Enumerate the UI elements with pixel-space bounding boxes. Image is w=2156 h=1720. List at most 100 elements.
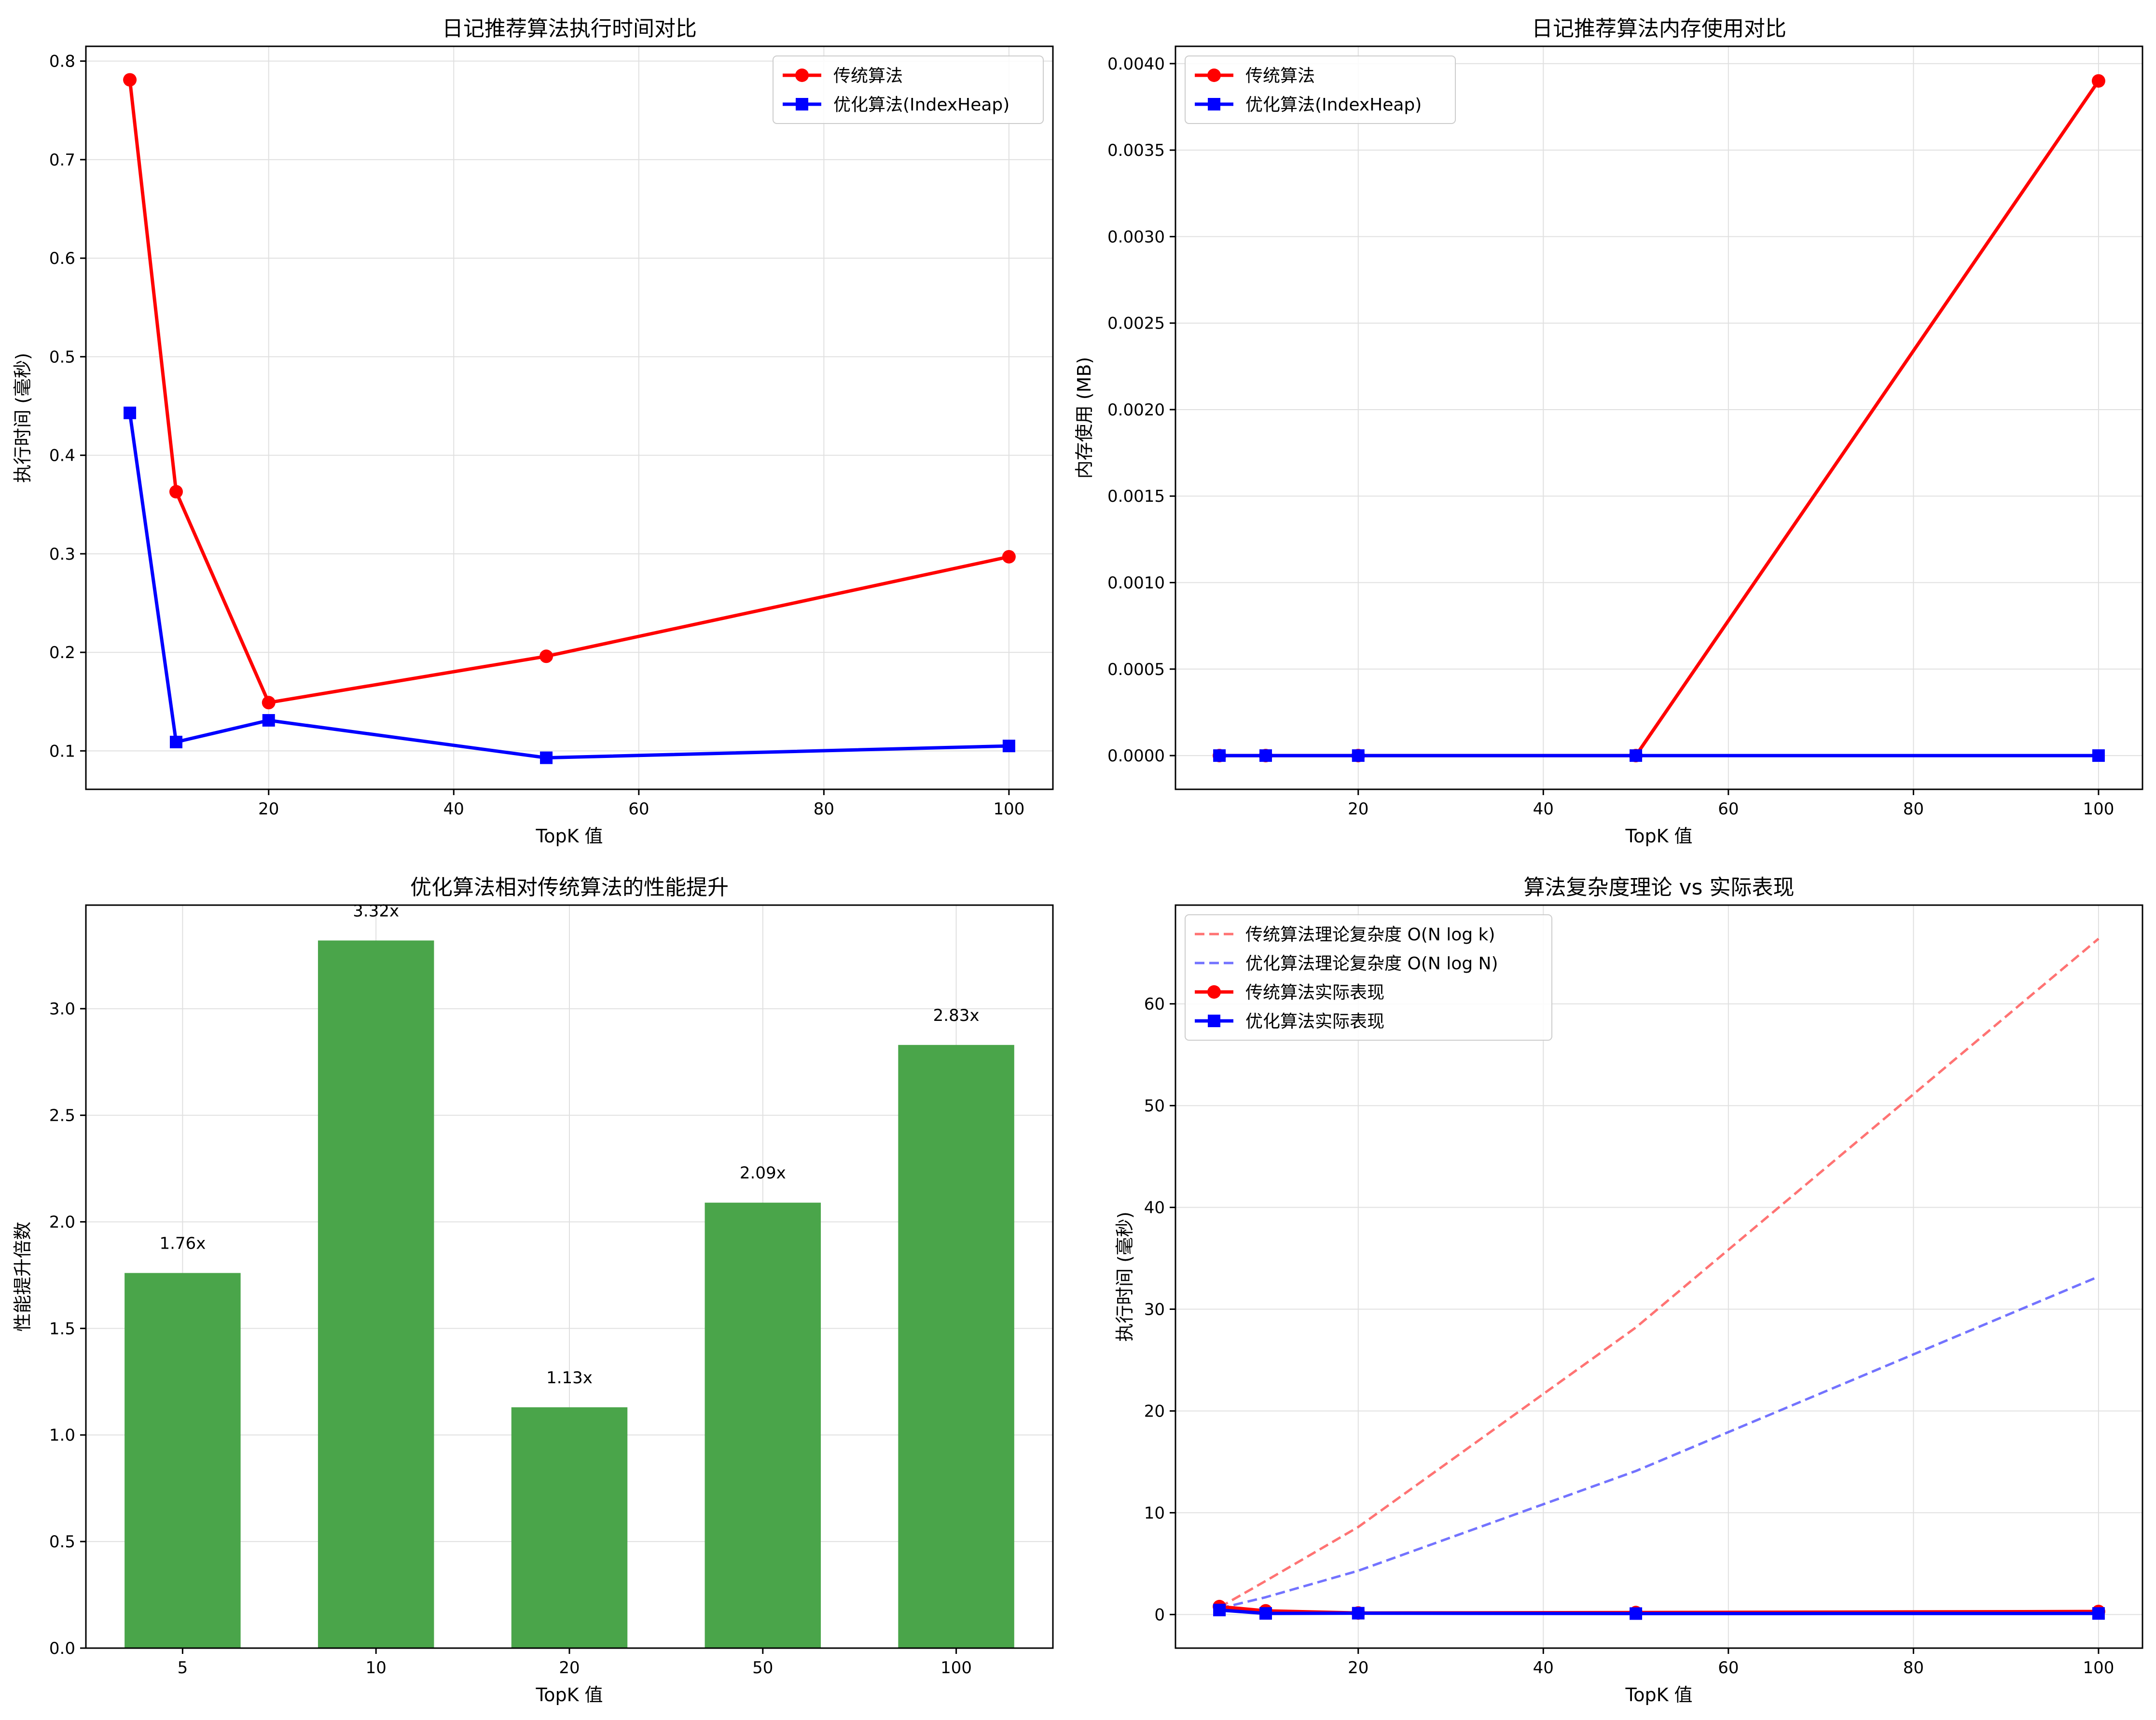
y-tick-label: 0.0 — [49, 1639, 75, 1658]
x-tick-label: 5 — [178, 1658, 188, 1678]
y-tick-label: 3.0 — [49, 1000, 75, 1019]
x-axis-label: TopK 值 — [1625, 1684, 1692, 1706]
data-point — [2091, 74, 2105, 88]
y-tick-label: 0 — [1154, 1605, 1165, 1624]
chart-1: 20 40 60 80 100 0.1 0.2 0.3 0.4 0.5 0.6 0.7 0.8 日记推荐算… — [12, 16, 1054, 847]
data-point — [123, 73, 137, 87]
chart-title: 日记推荐算法执行时间对比 — [442, 16, 697, 41]
x-tick-label: 20 — [1348, 799, 1368, 819]
legend-label: 传统算法 — [1245, 66, 1315, 86]
y-tick-label: 0.5 — [49, 347, 75, 367]
x-tick-label: 100 — [993, 799, 1024, 819]
chart-title: 日记推荐算法内存使用对比 — [1532, 16, 1786, 41]
legend-marker — [1207, 69, 1221, 82]
data-point — [1002, 550, 1016, 564]
series-line-1 — [1218, 937, 2100, 1609]
axes-frame — [1175, 45, 2143, 790]
y-tick-label: 0.0010 — [1107, 574, 1165, 593]
x-tick-label: 80 — [1903, 1658, 1924, 1678]
bar-value-label: 3.32x — [353, 901, 399, 921]
y-tick-label: 0.5 — [49, 1532, 75, 1552]
x-tick-label: 60 — [1718, 1658, 1739, 1678]
x-axis-label: TopK 值 — [535, 1684, 603, 1706]
x-axis-label: TopK 值 — [535, 826, 603, 847]
bar-20 — [511, 1407, 628, 1648]
x-tick-label: 20 — [258, 799, 279, 819]
data-point — [124, 406, 137, 419]
y-tick-label: 2.5 — [49, 1106, 75, 1126]
bar-value-label: 1.76x — [159, 1234, 206, 1253]
x-tick-label: 20 — [559, 1658, 580, 1678]
y-tick-label: 1.5 — [49, 1319, 75, 1338]
legend-label: 优化算法(IndexHeap) — [833, 95, 1009, 115]
y-tick-label: 0.0035 — [1107, 141, 1165, 160]
data-point — [1259, 749, 1272, 762]
chart-title: 算法复杂度理论 vs 实际表现 — [1524, 875, 1795, 900]
y-tick-label: 0.0020 — [1107, 400, 1165, 420]
y-tick-label: 30 — [1144, 1300, 1165, 1320]
legend-marker — [1208, 1015, 1220, 1027]
bar-50 — [705, 1202, 821, 1648]
chart-title: 优化算法相对传统算法的性能提升 — [410, 875, 729, 900]
bar-value-label: 2.83x — [933, 1006, 980, 1025]
chart-3: 1.76x 3.32x 1.13x 2.09x 2.83x 5 10 20 50 100 0.0 0.… — [12, 875, 1054, 1706]
data-point — [2092, 749, 2105, 762]
legend-label: 优化算法(IndexHeap) — [1245, 95, 1422, 115]
chart-4: 20 40 60 80 100 0 10 20 30 40 50 60 算法复杂度理论 vs 实际表现 T… — [1114, 875, 2143, 1706]
legend-label: 优化算法实际表现 — [1245, 1012, 1384, 1032]
data-point — [262, 714, 275, 727]
data-point — [1259, 1607, 1272, 1620]
x-tick-label: 60 — [1718, 799, 1739, 819]
axes-frame — [1175, 904, 2143, 1649]
data-point — [1352, 749, 1365, 762]
y-tick-label: 0.0005 — [1107, 660, 1165, 679]
y-tick-label: 0.6 — [49, 249, 75, 268]
x-tick-label: 100 — [940, 1658, 972, 1678]
chart-2: 20 40 60 80 100 0.0000 0.0005 0.0010 0.0015 0.002… — [1074, 16, 2143, 847]
data-point — [1213, 749, 1226, 762]
legend: 传统算法理论复杂度 O(N log k) 优化算法理论复杂度 O(N log N)… — [1185, 914, 1552, 1041]
x-tick-label: 20 — [1348, 1658, 1368, 1678]
y-tick-label: 10 — [1144, 1503, 1165, 1523]
x-tick-label: 50 — [752, 1658, 773, 1678]
data-point — [169, 735, 182, 748]
y-tick-label: 0.3 — [49, 545, 75, 564]
y-tick-label: 20 — [1144, 1402, 1165, 1421]
y-tick-label: 0.0025 — [1107, 314, 1165, 333]
series-line-2 — [1219, 1275, 2099, 1610]
legend-label: 传统算法实际表现 — [1245, 983, 1384, 1003]
y-tick-label: 40 — [1144, 1198, 1165, 1218]
y-tick-label: 0.8 — [49, 52, 75, 71]
y-tick-label: 2.0 — [49, 1212, 75, 1232]
y-axis-label: 执行时间 (毫秒) — [1114, 1211, 1135, 1342]
x-tick-label: 80 — [814, 799, 834, 819]
data-point — [540, 751, 553, 764]
bar-10 — [318, 940, 434, 1648]
y-tick-label: 0.2 — [49, 643, 75, 662]
x-tick-label: 100 — [2083, 799, 2114, 819]
y-tick-label: 0.0040 — [1107, 55, 1165, 74]
y-axis-label: 执行时间 (毫秒) — [12, 353, 33, 483]
data-point — [169, 485, 183, 499]
data-point — [262, 696, 276, 710]
y-axis-label: 性能提升倍数 — [12, 1222, 33, 1332]
data-point — [1002, 740, 1015, 753]
y-tick-label: 0.0015 — [1107, 487, 1165, 506]
data-point — [2092, 1607, 2105, 1620]
legend-label: 传统算法理论复杂度 O(N log k) — [1245, 925, 1495, 945]
y-tick-label: 0.4 — [49, 446, 75, 466]
legend-marker — [796, 98, 808, 110]
y-tick-label: 0.0000 — [1107, 746, 1165, 766]
y-tick-label: 0.0030 — [1107, 227, 1165, 247]
data-point — [539, 649, 553, 663]
y-tick-label: 1.0 — [49, 1426, 75, 1445]
data-point — [1352, 1607, 1365, 1620]
x-tick-label: 40 — [1533, 1658, 1554, 1678]
legend-box — [1185, 55, 1456, 124]
legend-box — [773, 55, 1044, 124]
y-tick-label: 0.1 — [49, 742, 75, 761]
bar-100 — [898, 1045, 1014, 1648]
data-point — [1630, 749, 1643, 762]
